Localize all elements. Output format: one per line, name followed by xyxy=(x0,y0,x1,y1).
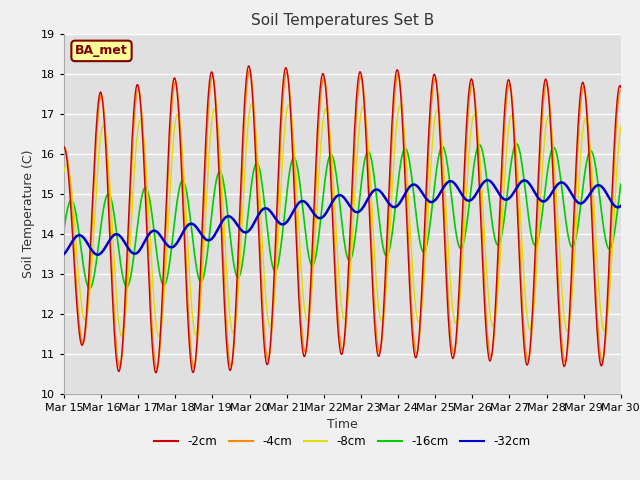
Text: BA_met: BA_met xyxy=(75,44,128,58)
X-axis label: Time: Time xyxy=(327,418,358,431)
Title: Soil Temperatures Set B: Soil Temperatures Set B xyxy=(251,13,434,28)
Legend: -2cm, -4cm, -8cm, -16cm, -32cm: -2cm, -4cm, -8cm, -16cm, -32cm xyxy=(150,430,535,453)
Y-axis label: Soil Temperature (C): Soil Temperature (C) xyxy=(22,149,35,278)
